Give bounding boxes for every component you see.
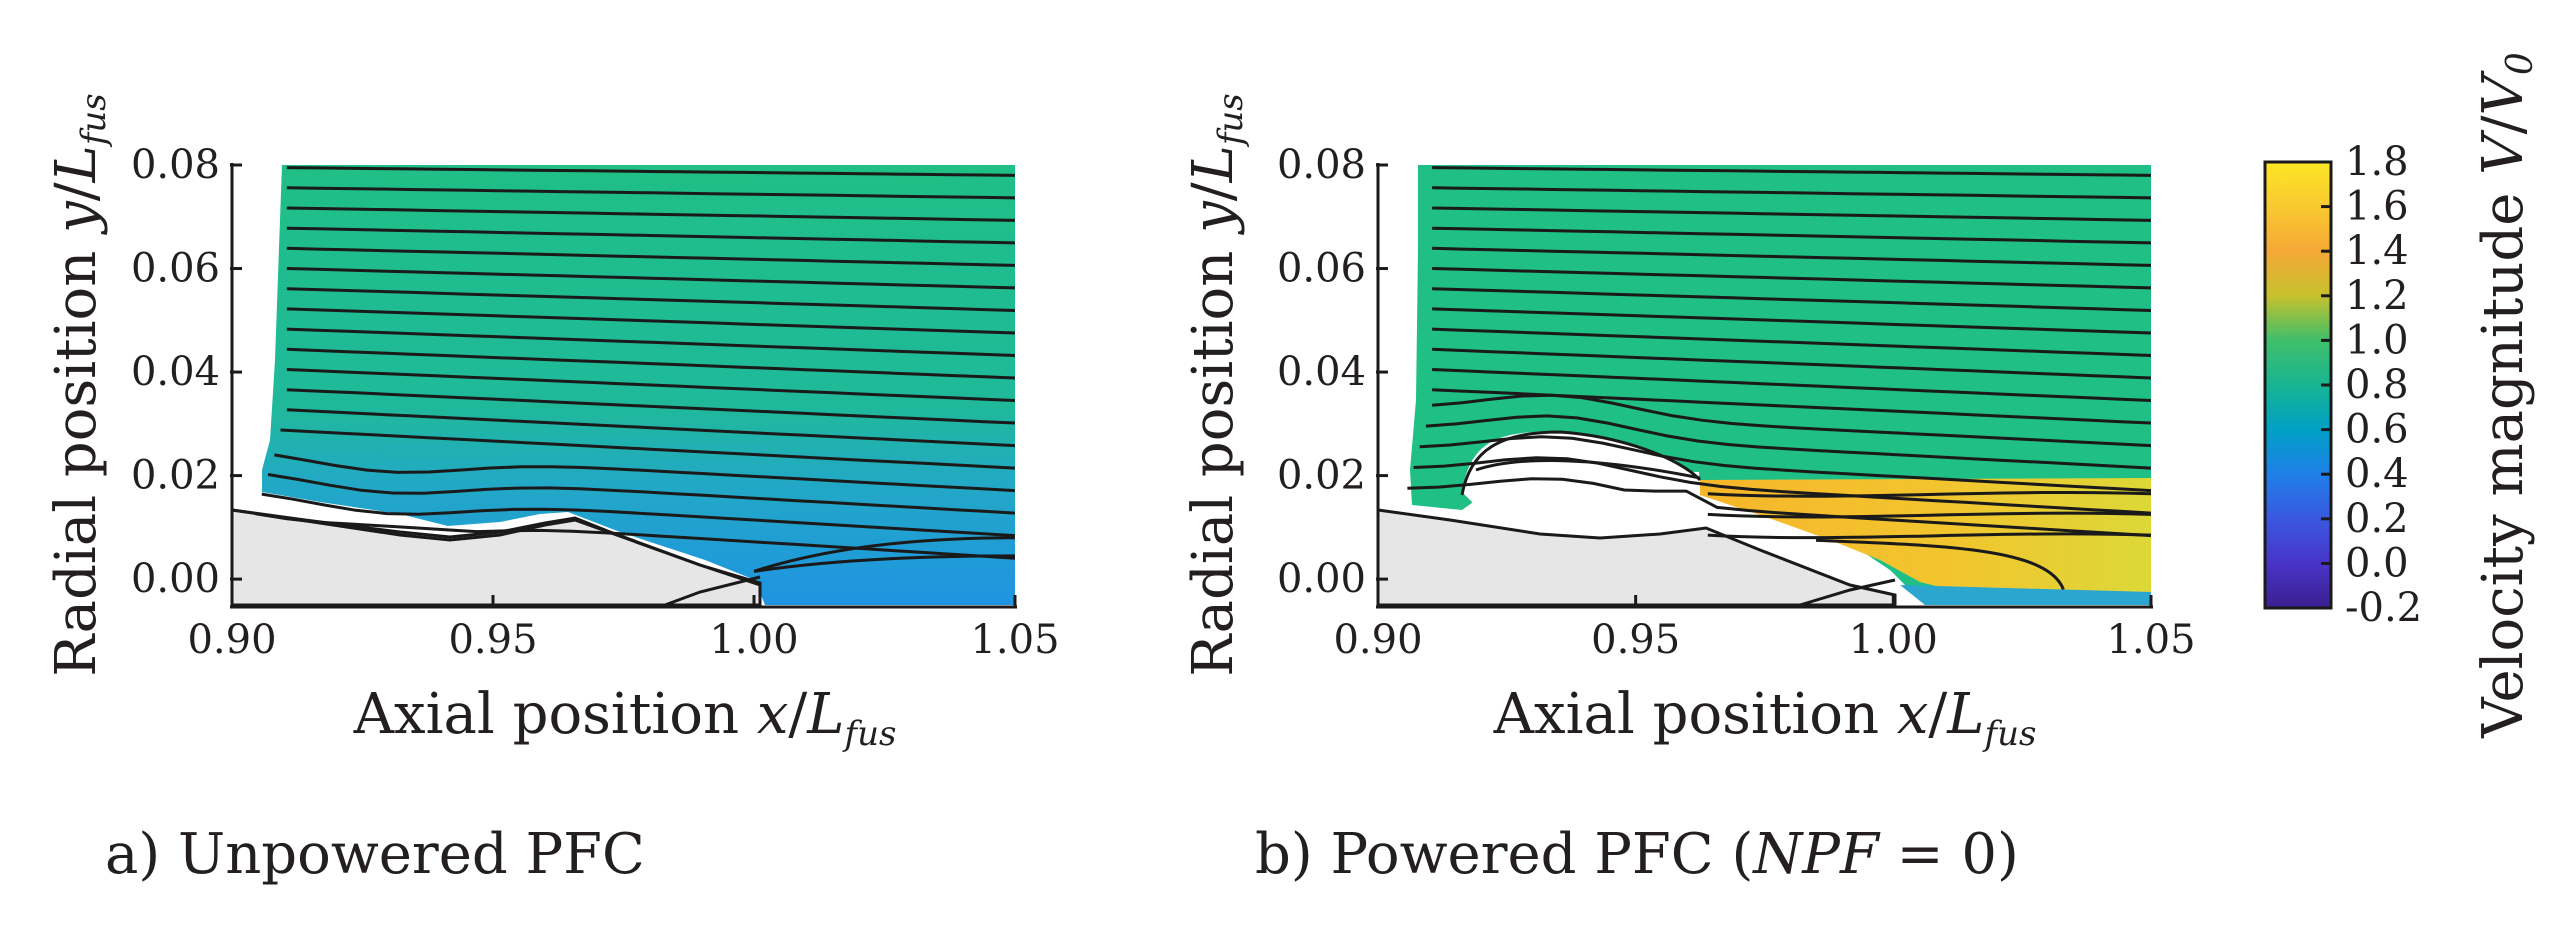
panel-b-streamline <box>1432 287 2152 312</box>
panel-b-ytick-label: 0.02 <box>1277 453 1366 499</box>
panel-b-ytick-label: 0.04 <box>1277 349 1366 395</box>
colorbar-tick-label: 0.0 <box>2345 540 2409 586</box>
panel-b-streamline <box>1431 393 2152 448</box>
panel-a-streamline <box>286 388 1016 425</box>
colorbar: 1.81.61.41.21.00.80.60.40.20.0-0.2 Veloc… <box>2263 52 2541 739</box>
panel-a-streamline <box>286 267 1016 290</box>
panel-a-streamline <box>261 492 1016 538</box>
panel-b-ytick-label: 0.08 <box>1277 142 1366 188</box>
panel-b-jet-streamline <box>1707 490 2152 498</box>
panel-b: 0.90 0.95 1.00 1.05 0.00 0.02 0.04 0.06 0.08 Rad… <box>1181 93 2196 887</box>
panel-b-streamline <box>1413 456 2152 515</box>
panel-a-ytick-label: 0.04 <box>131 349 220 395</box>
colorbar-tick-label: 1.2 <box>2345 273 2409 319</box>
panel-b-xtick-label: 1.00 <box>1849 617 1938 663</box>
panel-b-xlabel: Axial position x/Lfus <box>1493 682 2037 754</box>
colorbar-tick-label: -0.2 <box>2345 585 2422 631</box>
panel-b-streamline <box>1432 206 2152 222</box>
panel-a-ticks: 0.90 0.95 1.00 1.05 0.00 0.02 0.04 0.06 0.08 <box>131 142 1060 663</box>
panel-a-streamlines <box>255 166 1016 573</box>
panel-a-ytick-label: 0.08 <box>131 142 220 188</box>
colorbar-ticks: 1.81.61.41.21.00.80.60.40.20.0-0.2 <box>2321 139 2422 631</box>
panel-a-wake-streamline <box>753 554 1016 573</box>
panel-b-ylabel: Radial position y/Lfus <box>1181 93 1251 677</box>
panel-a-streamline <box>286 246 1016 267</box>
panel-a-streamline <box>286 226 1016 245</box>
panel-b-caption: b) Powered PFC (NPF = 0) <box>1255 822 2019 887</box>
panel-a-streamline <box>286 287 1016 312</box>
panel-a-streamline <box>286 327 1016 357</box>
panel-b-recirculation-streamline <box>1815 538 2065 591</box>
panel-b-streamline <box>1432 307 2152 335</box>
panel-a-caption: a) Unpowered PFC <box>105 822 645 887</box>
panel-a-streamline <box>286 347 1016 380</box>
panel-b-streamline <box>1432 368 2152 402</box>
colorbar-tick-label: 0.4 <box>2345 451 2409 497</box>
panel-a-streamline <box>280 428 1016 470</box>
panel-a-streamline <box>286 368 1016 402</box>
panel-a-fuselage-body <box>230 508 762 607</box>
colorbar-tick-label: 1.4 <box>2345 228 2409 274</box>
panel-b-streamline <box>1425 414 2152 470</box>
panel-b-streamlines <box>1407 166 2152 591</box>
panel-b-xtick-label: 0.90 <box>1333 617 1422 663</box>
panel-b-wake-core <box>1900 585 2151 605</box>
panel-a-streamline <box>286 307 1016 335</box>
panel-a-ytick-label: 0.06 <box>131 246 220 292</box>
panel-a-xlabel: Axial position x/Lfus <box>353 682 897 754</box>
colorbar-label: Velocity magnitude V/V0 <box>2471 52 2541 739</box>
panel-b-ticks: 0.90 0.95 1.00 1.05 0.00 0.02 0.04 0.06 0.08 <box>1277 142 2196 663</box>
panel-b-streamline <box>1432 267 2152 290</box>
panel-b-streamline <box>1432 347 2152 380</box>
panel-b-streamline <box>1419 435 2152 493</box>
colorbar-tick-label: 0.6 <box>2345 407 2409 453</box>
colorbar-tick-label: 0.8 <box>2345 362 2409 408</box>
panel-a-xtick-label: 1.00 <box>709 617 798 663</box>
panel-b-jet-streamline <box>1707 511 2152 519</box>
panel-a-streamline <box>286 166 1016 177</box>
panel-a-streamline <box>286 186 1016 200</box>
panel-b-nacelle-outline <box>1460 430 1896 607</box>
panel-b-streamline <box>1432 166 2152 177</box>
panel-a: 0.90 0.95 1.00 1.05 0.00 0.02 0.04 0.06 0.08 Rad… <box>44 93 1060 887</box>
panel-b-streamline <box>1432 246 2152 267</box>
panel-a-xtick-label: 1.05 <box>970 617 1059 663</box>
colorbar-tick-label: 1.8 <box>2345 139 2409 185</box>
panel-a-streamline <box>274 453 1016 493</box>
panel-a-xtick-label: 0.90 <box>187 617 276 663</box>
panel-b-ytick-label: 0.06 <box>1277 246 1366 292</box>
panel-a-ytick-label: 0.02 <box>131 453 220 499</box>
panel-a-streamline <box>255 512 1016 560</box>
panel-b-streamline <box>1432 186 2152 200</box>
panel-a-streamline <box>286 206 1016 222</box>
colorbar-tick-label: 1.0 <box>2345 317 2409 363</box>
panel-b-xtick-label: 0.95 <box>1591 617 1680 663</box>
panel-a-ylabel: Radial position y/Lfus <box>44 93 114 677</box>
panel-b-streamline <box>1432 327 2152 357</box>
panel-a-streamline <box>267 473 1016 515</box>
panel-b-jet-streamline <box>1707 532 2152 540</box>
panel-b-streamline <box>1407 477 2152 538</box>
colorbar-tick-label: 1.6 <box>2345 184 2409 230</box>
panel-b-streamline <box>1432 226 2152 245</box>
panel-b-fuselage-body <box>1376 508 1897 607</box>
panel-a-ytick-label: 0.00 <box>131 556 220 602</box>
panel-b-ytick-label: 0.00 <box>1277 556 1366 602</box>
panel-a-wake-streamline <box>753 536 1016 573</box>
colorbar-tick-label: 0.2 <box>2345 496 2409 542</box>
panel-b-xtick-label: 1.05 <box>2106 617 2195 663</box>
panel-a-xtick-label: 0.95 <box>448 617 537 663</box>
panel-a-streamline <box>286 408 1016 448</box>
panel-a-nacelle-outline <box>231 508 761 607</box>
